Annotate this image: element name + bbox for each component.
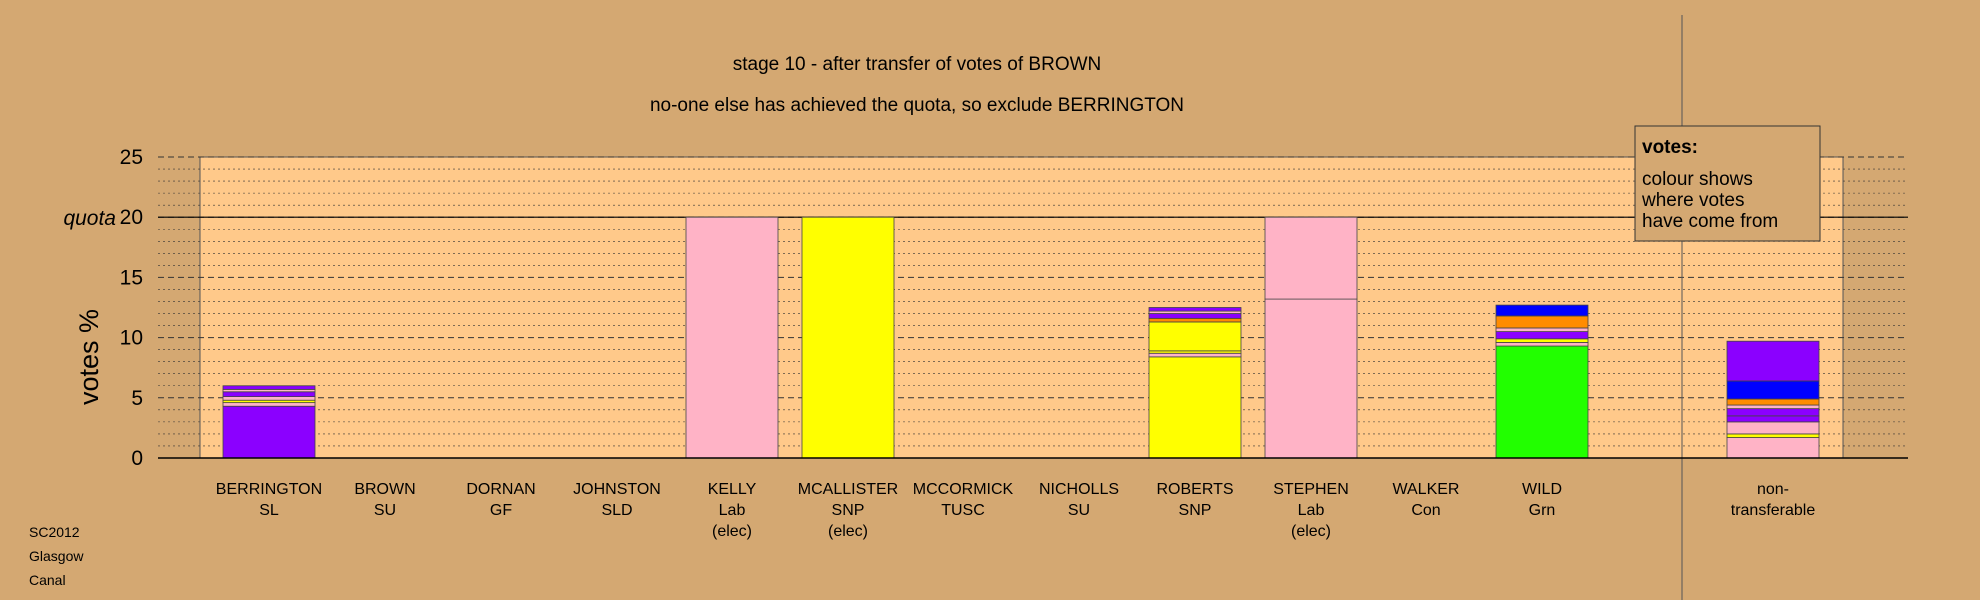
- x-tick-label: (elec): [712, 523, 752, 540]
- bar-segment: [1264, 298, 1358, 459]
- bar-segment: [1148, 313, 1242, 319]
- bar-segment: [1148, 356, 1242, 459]
- bar-segment: [1148, 307, 1242, 312]
- x-tick-label: MCALLISTER: [798, 481, 898, 498]
- x-tick-label: KELLY: [708, 481, 757, 498]
- x-tick-label: BROWN: [354, 481, 415, 498]
- x-tick-label: non-: [1757, 481, 1789, 498]
- y-tick-label: 20: [120, 206, 143, 229]
- x-tick-label: WALKER: [1393, 481, 1460, 498]
- x-tick-label: TUSC: [941, 502, 985, 519]
- bar-segment: [1495, 304, 1589, 317]
- y-tick-label: 0: [131, 447, 143, 470]
- bar-segment: [1726, 421, 1820, 435]
- x-axis-labels: BERRINGTON SL BROWN SU DORNAN GF JOHNSTON SLD KE…: [216, 481, 1816, 540]
- bar-segment: [1148, 352, 1242, 358]
- bar-segment: [1148, 321, 1242, 352]
- x-tick-label: BERRINGTON: [216, 481, 322, 498]
- legend-line-3: have come from: [1642, 211, 1778, 232]
- x-tick-label: JOHNSTON: [573, 481, 661, 498]
- y-axis-label: votes %: [74, 309, 104, 405]
- x-tick-label: Con: [1411, 502, 1440, 519]
- bar-segment: [1495, 342, 1589, 347]
- legend-line-1: colour shows: [1642, 169, 1753, 190]
- bar-segment: [222, 402, 316, 407]
- legend-box: [1634, 125, 1821, 242]
- x-tick-label: STEPHEN: [1273, 481, 1349, 498]
- x-tick-label: Grn: [1529, 502, 1556, 519]
- footer-ward: Canal: [29, 572, 66, 588]
- x-tick-label: SLD: [601, 502, 632, 519]
- x-tick-label: (elec): [828, 523, 868, 540]
- bar-segment: [1495, 315, 1589, 329]
- legend-title: votes:: [1642, 137, 1698, 158]
- bar-segment: [1726, 408, 1820, 417]
- bar-segment: [685, 216, 779, 459]
- bar-segment: [1495, 327, 1589, 332]
- x-tick-label: DORNAN: [466, 481, 535, 498]
- bar-segment: [1495, 331, 1589, 340]
- quota-label: quota: [63, 207, 116, 230]
- x-tick-label: SU: [374, 502, 396, 519]
- plot-area: [199, 156, 1844, 459]
- x-tick-label: transferable: [1731, 502, 1816, 519]
- footer-council: Glasgow: [29, 548, 84, 564]
- bar-segment: [1726, 380, 1820, 400]
- x-tick-label: GF: [490, 502, 512, 519]
- bar-segment: [222, 385, 316, 390]
- y-tick-label: 25: [120, 146, 143, 169]
- x-tick-label: (elec): [1291, 523, 1331, 540]
- x-tick-label: Lab: [719, 502, 746, 519]
- bar-segment: [222, 396, 316, 401]
- chart-title: stage 10 - after transfer of votes of BR…: [733, 54, 1102, 75]
- y-tick-label: 15: [120, 266, 143, 289]
- bar-segment: [1726, 404, 1820, 410]
- bars: [222, 216, 1820, 459]
- bar-segment: [801, 216, 895, 459]
- x-tick-label: SU: [1068, 502, 1090, 519]
- legend-line-2: where votes: [1641, 190, 1744, 211]
- bar-segment: [1726, 415, 1820, 423]
- bar-segment: [1148, 317, 1242, 323]
- x-tick-label: SNP: [1179, 502, 1212, 519]
- bar-segment: [222, 391, 316, 397]
- footer-election: SC2012: [29, 524, 80, 540]
- bar-segment: [1726, 433, 1820, 438]
- footer: SC2012 Glasgow Canal: [29, 520, 83, 592]
- bar-segment: [1726, 340, 1820, 382]
- y-axis: 0 5 10 15 20 25 quota: [63, 146, 1908, 470]
- x-tick-label: SL: [259, 502, 279, 519]
- bar-segment: [1726, 437, 1820, 459]
- x-tick-label: Lab: [1298, 502, 1325, 519]
- bar-segment: [1495, 345, 1589, 459]
- y-tick-label: 5: [131, 387, 143, 410]
- legend: votes: colour shows where votes have com…: [1634, 125, 1821, 242]
- bar-segment: [1726, 398, 1820, 406]
- bar-segment: [1495, 338, 1589, 343]
- bar-segment: [1264, 216, 1358, 300]
- chart-subtitle: no-one else has achieved the quota, so e…: [650, 95, 1184, 116]
- bar-segment: [222, 405, 316, 459]
- x-tick-label: WILD: [1522, 481, 1562, 498]
- x-tick-label: SNP: [832, 502, 865, 519]
- y-tick-label: 10: [120, 327, 143, 350]
- x-tick-label: NICHOLLS: [1039, 481, 1119, 498]
- x-tick-label: ROBERTS: [1156, 481, 1233, 498]
- x-tick-label: MCCORMICK: [913, 481, 1014, 498]
